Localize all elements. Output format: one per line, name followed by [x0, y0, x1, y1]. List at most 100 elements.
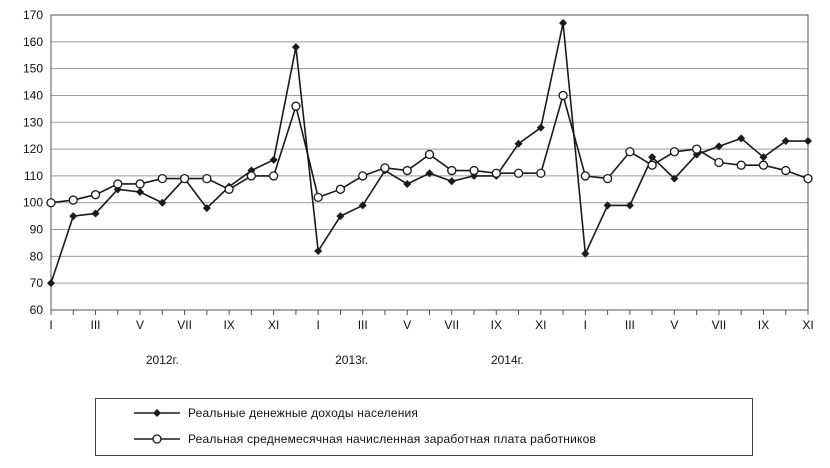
data-point	[68, 195, 78, 205]
data-point	[491, 168, 501, 178]
x-tick-label: V	[136, 318, 144, 332]
data-point	[158, 198, 167, 207]
x-tick-label: XI	[268, 318, 279, 332]
legend-item-income: Реальные денежные доходы населения	[96, 405, 418, 421]
data-point	[803, 173, 813, 184]
x-axis: I III V VII IX XI I III V VII IX XI I III V VII IX XI	[49, 310, 814, 332]
x-tick-label: IX	[223, 318, 234, 332]
data-point	[90, 190, 101, 200]
data-point	[135, 179, 145, 189]
data-point	[447, 165, 457, 176]
data-point	[447, 177, 456, 186]
legend-label-salary: Реальная среднемесячная начисленная зара…	[188, 432, 597, 446]
y-tick-label: 150	[23, 62, 43, 76]
y-tick-label: 160	[23, 35, 43, 49]
data-point	[602, 173, 613, 184]
y-tick-label: 80	[30, 249, 44, 263]
data-point	[781, 165, 791, 176]
y-axis: 60 70 80 90 100 110 120 130 140 150 160 170	[23, 8, 43, 317]
y-tick-label: 90	[30, 223, 44, 237]
y-tick-label: 70	[30, 276, 44, 290]
data-point	[580, 171, 591, 181]
x-tick-label: V	[670, 318, 678, 332]
y-tick-label: 110	[24, 169, 43, 183]
year-labels: 2012г. 2013г. 2014г.	[146, 353, 524, 367]
data-point	[358, 201, 367, 210]
x-tick-label: VII	[444, 318, 459, 332]
data-point	[424, 149, 435, 160]
data-point	[603, 201, 612, 210]
x-tick-label: III	[358, 318, 368, 332]
plot-area-border	[50, 14, 809, 311]
data-point	[136, 188, 145, 196]
data-point	[402, 165, 412, 176]
y-tick-label: 140	[23, 88, 43, 102]
chart-series	[46, 19, 813, 288]
data-point	[291, 43, 300, 52]
x-tick-label: V	[403, 318, 411, 332]
x-tick-label: III	[625, 318, 635, 332]
data-point	[224, 184, 234, 194]
data-point	[91, 209, 100, 218]
data-point	[736, 160, 746, 170]
data-point	[625, 201, 634, 210]
data-point	[113, 179, 123, 189]
data-point	[469, 165, 479, 176]
data-point	[269, 155, 278, 164]
x-tick-label: XI	[802, 318, 813, 332]
data-point	[536, 168, 546, 178]
y-tick-label: 60	[30, 303, 44, 317]
data-point	[268, 171, 279, 181]
data-point	[179, 173, 190, 184]
year-label: 2013г.	[335, 353, 368, 367]
x-tick-label: IX	[491, 318, 502, 332]
x-tick-label: I	[49, 318, 52, 332]
data-point	[314, 247, 323, 255]
x-tick-label: VII	[177, 318, 192, 332]
data-point	[202, 204, 211, 213]
data-point	[647, 160, 657, 170]
data-point	[202, 173, 212, 184]
data-point	[514, 139, 523, 148]
data-point	[425, 169, 434, 178]
x-tick-label: XI	[535, 318, 546, 332]
data-point	[559, 19, 568, 28]
data-point	[714, 142, 723, 151]
data-point	[759, 153, 768, 162]
legend-label-income: Реальные денежные доходы населения	[188, 406, 419, 420]
data-point	[625, 147, 635, 157]
data-point	[804, 137, 812, 146]
data-point	[358, 171, 368, 181]
year-label: 2014г.	[491, 353, 524, 367]
circle-marker-icon	[134, 434, 180, 444]
x-tick-label: I	[584, 318, 587, 332]
y-tick-label: 120	[23, 142, 43, 156]
data-point	[581, 249, 590, 258]
data-point	[669, 147, 680, 157]
data-point	[758, 160, 769, 170]
data-point	[246, 171, 257, 181]
data-point	[714, 157, 724, 168]
year-label: 2012г.	[146, 353, 179, 367]
series-salary	[46, 90, 813, 208]
x-tick-label: IX	[758, 318, 769, 332]
data-point	[313, 192, 323, 203]
y-tick-label: 170	[23, 8, 43, 22]
data-point	[380, 163, 390, 173]
data-point	[157, 173, 167, 184]
chart-grid	[50, 14, 809, 311]
data-point	[336, 212, 345, 221]
x-tick-label: I	[317, 318, 320, 332]
x-tick-label: III	[91, 318, 101, 332]
y-tick-label: 100	[23, 196, 43, 210]
data-point	[781, 137, 790, 146]
data-point	[558, 90, 568, 101]
data-point	[536, 123, 545, 132]
data-point	[648, 153, 657, 162]
data-point	[513, 168, 524, 178]
data-point	[403, 179, 412, 188]
legend-item-salary: Реальная среднемесячная начисленная зара…	[96, 431, 596, 447]
data-point	[47, 279, 55, 288]
x-tick-label: VII	[712, 318, 727, 332]
